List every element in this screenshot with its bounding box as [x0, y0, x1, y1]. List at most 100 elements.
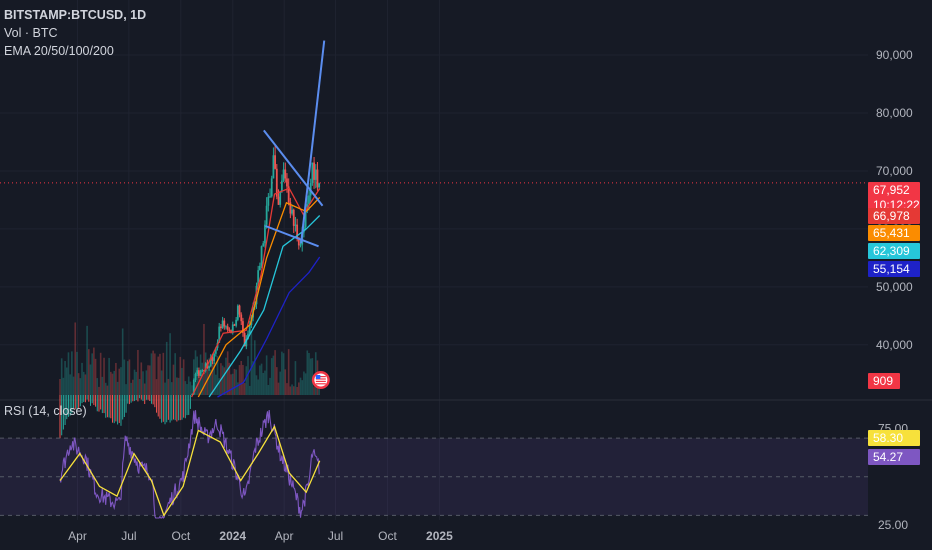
volume-bar	[187, 376, 190, 395]
volume-bar	[276, 367, 278, 395]
volume-bar	[104, 382, 107, 395]
candle-body	[220, 326, 222, 328]
rsi-value-tag	[868, 430, 920, 446]
volume-bar	[140, 362, 143, 395]
volume-bar	[137, 349, 139, 395]
time-axis-label: Jul	[328, 529, 343, 543]
volume-bar	[186, 384, 188, 395]
price-tag-label: 67,952	[873, 183, 910, 197]
volume-bar	[243, 383, 246, 395]
candle-body	[235, 319, 238, 326]
candle-body	[238, 305, 241, 315]
volume-bar	[203, 323, 205, 395]
volume-bar	[132, 379, 134, 395]
volume-bar	[309, 358, 312, 395]
candle-body	[242, 321, 244, 333]
symbol-title[interactable]: BITSTAMP:BTCUSD, 1D	[4, 8, 147, 22]
candle-body	[209, 357, 212, 367]
volume-bar	[71, 351, 73, 395]
volume-bar	[306, 350, 309, 395]
volume-bar	[120, 367, 122, 395]
volume-bar	[294, 361, 297, 395]
volume-bar	[226, 351, 229, 395]
candle-body	[221, 320, 224, 328]
volume-bar	[99, 352, 102, 395]
candle-body	[275, 168, 278, 197]
price-axis-label: 90,000	[876, 48, 913, 62]
trendline[interactable]	[265, 225, 319, 248]
time-axis-label: Oct	[171, 529, 190, 543]
volume-bar	[76, 351, 78, 395]
volume-bar	[143, 383, 146, 395]
volume-bar	[240, 360, 243, 395]
volume-bar	[152, 350, 154, 395]
volume-bar	[277, 382, 280, 395]
price-tags: 67,95210:12:2266,97865,43162,30955,15490…	[868, 182, 920, 465]
volume-bar	[282, 353, 285, 395]
volume-bar	[167, 378, 170, 395]
volume-bar	[235, 369, 237, 395]
trendline[interactable]	[263, 129, 324, 207]
price-tag	[868, 243, 920, 259]
us-flag-stripe	[315, 383, 326, 385]
price-axis-label: 80,000	[876, 106, 913, 120]
volume-bar	[101, 376, 104, 395]
volume-bar	[133, 369, 136, 395]
volume-bar	[287, 349, 290, 395]
candle-body	[192, 380, 195, 395]
volume-bar	[170, 382, 173, 395]
trendlines[interactable]	[263, 40, 330, 389]
volume-bar	[72, 376, 75, 395]
candle-body	[289, 202, 292, 214]
candle-body	[196, 370, 199, 374]
volume-bar	[64, 361, 66, 395]
volume-bar	[272, 355, 275, 395]
candle-body	[299, 244, 302, 246]
ema-legend[interactable]: EMA 20/50/100/200	[4, 44, 114, 58]
volume-bar	[237, 382, 239, 395]
volume-bar	[255, 375, 258, 395]
rsi-title[interactable]: RSI (14, close)	[4, 404, 87, 418]
candle-body	[245, 338, 248, 347]
volume-bar	[182, 359, 185, 395]
volume-bar	[191, 385, 193, 395]
volume-bar	[110, 371, 112, 395]
candle-body	[272, 155, 275, 179]
candle-body	[308, 195, 310, 205]
volume-bar	[176, 377, 178, 395]
volume-bar	[223, 367, 226, 395]
volume-bar	[138, 379, 141, 395]
volume-bar	[60, 358, 63, 395]
price-axis-label: 70,000	[876, 164, 913, 178]
volume-bar	[111, 373, 114, 395]
volume-bar	[84, 374, 87, 395]
volume-bar	[247, 356, 249, 395]
volume-bar	[225, 357, 227, 395]
rsi-value-tag	[868, 449, 920, 465]
candle-body	[218, 326, 221, 343]
candle-body	[223, 320, 226, 327]
candle-body	[280, 180, 283, 192]
candle-body	[303, 226, 305, 233]
volume-bar	[86, 325, 88, 395]
volume-legend[interactable]: Vol · BTC	[4, 26, 58, 40]
candle-body	[262, 243, 265, 247]
rsi-value-label: 58.30	[873, 431, 903, 445]
volume-bar	[269, 377, 271, 395]
candle-body	[228, 329, 231, 331]
volume-bar	[304, 373, 307, 395]
volume-bar	[142, 371, 144, 395]
trendline[interactable]	[300, 40, 326, 244]
volume-bar	[148, 365, 151, 395]
rsi-axis-label: 25.00	[878, 518, 908, 532]
chart-legend: BITSTAMP:BTCUSD, 1D Vol · BTC EMA 20/50/…	[4, 6, 146, 60]
us-flag-stripe	[315, 378, 326, 380]
volume-bar	[145, 370, 148, 395]
price-tag	[868, 261, 920, 277]
candle-body	[274, 155, 277, 169]
candle-body	[292, 209, 295, 226]
candle-body	[282, 169, 285, 181]
volume-bar	[259, 365, 261, 395]
price-axis-label: 40,000	[876, 338, 913, 352]
